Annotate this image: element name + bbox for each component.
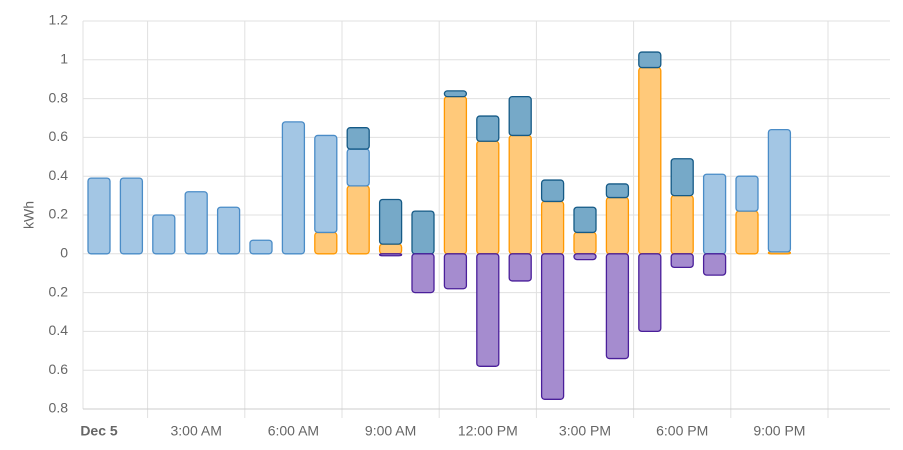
- bar-segment: [476, 140, 500, 255]
- bar-segment: [735, 175, 759, 212]
- bar-segment: [508, 134, 532, 255]
- bar-segment: [638, 51, 662, 69]
- bar-segment: [638, 66, 662, 255]
- bar-segment: [281, 121, 306, 255]
- bar-segment: [443, 253, 468, 290]
- bar-segment: [152, 214, 176, 255]
- bar-segment: [605, 253, 630, 360]
- bar-segment: [378, 253, 403, 257]
- y-tick-label: 0.6: [49, 361, 69, 377]
- bar-segment: [573, 253, 597, 261]
- y-axis-label: kWh: [21, 201, 37, 229]
- bar-segment: [476, 115, 500, 142]
- bar-segment: [702, 253, 727, 276]
- bar-segment: [670, 158, 694, 197]
- bar-segment: [508, 253, 532, 282]
- bar-segment: [443, 90, 468, 98]
- x-tick-label: 9:00 PM: [753, 423, 805, 439]
- bar-segment: [605, 183, 630, 199]
- x-tick-label: Dec 5: [80, 423, 118, 439]
- bar-segment: [378, 198, 403, 245]
- x-tick-label: 6:00 AM: [268, 423, 319, 439]
- x-tick-label: 6:00 PM: [656, 423, 708, 439]
- bar-segment: [314, 231, 338, 255]
- bar-segment: [378, 243, 403, 255]
- bar-segment: [735, 210, 759, 255]
- bar-segment: [670, 194, 694, 255]
- x-tick-label: 9:00 AM: [365, 423, 416, 439]
- bar-segment: [573, 231, 597, 255]
- y-tick-label: 0.2: [49, 206, 69, 222]
- y-tick-label: 0: [60, 245, 68, 261]
- x-tick-label: 12:00 PM: [458, 423, 518, 439]
- bar-segment: [638, 253, 662, 333]
- bar-segment: [540, 253, 565, 400]
- bar-segment: [314, 134, 338, 234]
- bar-segment: [540, 200, 565, 255]
- y-tick-label: 0.8: [49, 89, 69, 105]
- bar-segment: [184, 191, 208, 255]
- bar-segment: [476, 253, 500, 367]
- y-tick-label: 0.8: [49, 400, 69, 416]
- bar-segment: [411, 253, 435, 294]
- y-tick-label: 1: [60, 51, 68, 67]
- y-tick-label: 0.2: [49, 283, 69, 299]
- bar-segment: [508, 96, 532, 137]
- bar-segment: [767, 128, 792, 253]
- y-tick-label: 0.6: [49, 128, 69, 144]
- y-tick-label: 0.4: [49, 322, 69, 338]
- bar-segment: [87, 177, 111, 255]
- bar-segment: [346, 148, 370, 187]
- bar-segment: [540, 179, 565, 203]
- bar-segment: [443, 96, 468, 255]
- bar-segment: [249, 239, 273, 255]
- x-tick-label: 3:00 AM: [171, 423, 222, 439]
- bar-segment: [216, 206, 241, 255]
- bar-segment: [346, 127, 370, 150]
- bar-segment: [346, 185, 370, 255]
- bar-segment: [702, 173, 727, 255]
- bar-segment: [411, 210, 435, 255]
- y-tick-label: 0.4: [49, 167, 69, 183]
- x-tick-label: 3:00 PM: [559, 423, 611, 439]
- bar-segment: [573, 206, 597, 234]
- bar-segment: [605, 196, 630, 255]
- bar-segment: [119, 177, 144, 255]
- bar-segment: [670, 253, 694, 269]
- y-tick-label: 1.2: [49, 12, 69, 28]
